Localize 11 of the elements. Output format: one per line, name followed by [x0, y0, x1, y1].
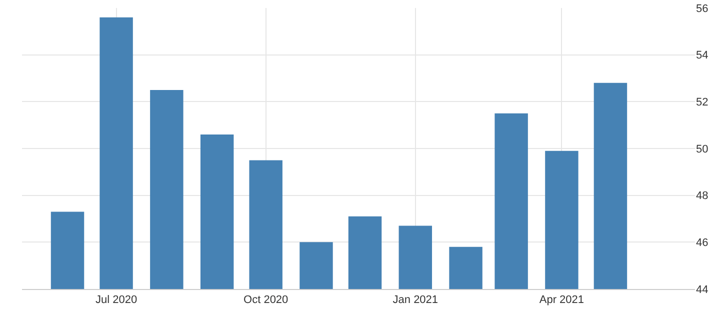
y-tick-label: 46: [696, 237, 708, 250]
y-tick-label: 48: [696, 190, 708, 202]
x-tick-label: Apr 2021: [539, 294, 584, 306]
y-tick-label: 50: [696, 143, 708, 156]
x-tick-label: Jul 2020: [95, 294, 138, 306]
x-tick-label: Oct 2020: [244, 294, 288, 306]
y-tick-label: 56: [696, 2, 708, 15]
y-tick-label: 54: [696, 50, 708, 62]
x-tick-label: Jan 2021: [392, 294, 438, 306]
y-tick-label: 44: [696, 284, 708, 296]
y-tick-label: 52: [696, 96, 708, 109]
